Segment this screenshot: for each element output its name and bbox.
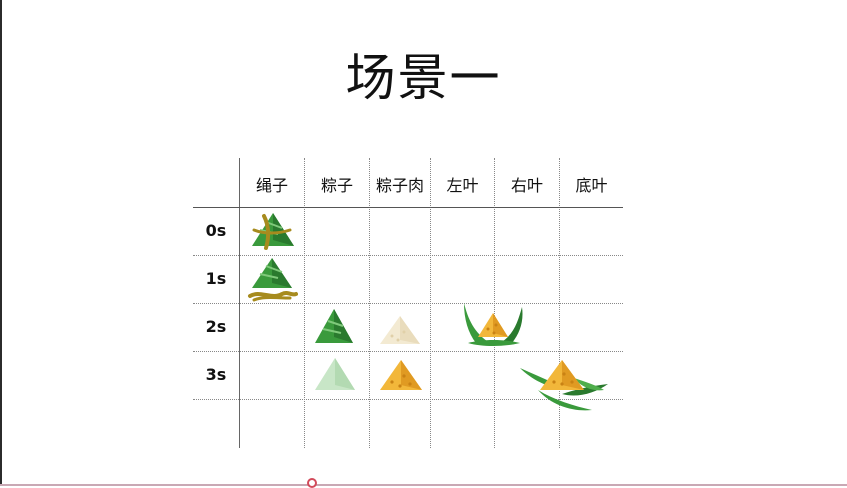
row-header-2s: 2s xyxy=(205,317,227,336)
row-header-1s: 1s xyxy=(205,269,227,288)
header-divider xyxy=(193,207,623,208)
row-divider xyxy=(193,303,623,304)
zongzi-icon xyxy=(315,309,353,343)
row-divider xyxy=(193,399,623,400)
presentation-progress-track xyxy=(0,484,847,486)
zongzi-faded-icon xyxy=(315,358,355,390)
column-header-zongzi: 粽子 xyxy=(320,176,353,195)
zongzi-rope-falling-icon xyxy=(248,258,298,302)
slide-title: 场景一 xyxy=(345,49,502,107)
leaves-flat-icon xyxy=(520,360,608,411)
rice-pale-icon xyxy=(380,316,420,344)
column-header-right-leaf: 右叶 xyxy=(510,176,543,195)
slide-border xyxy=(0,0,2,486)
row-header-0s: 0s xyxy=(205,221,227,240)
column-header-rope: 绳子 xyxy=(255,176,288,195)
column-header-zongzi-filling: 粽子肉 xyxy=(375,176,424,195)
row-header-3s: 3s xyxy=(205,365,227,384)
presentation-progress-handle[interactable] xyxy=(307,478,317,488)
column-header-bottom-leaf: 底叶 xyxy=(575,176,608,195)
column-header-left-leaf: 左叶 xyxy=(446,176,479,195)
leaves-open-icon xyxy=(464,303,523,346)
row-divider xyxy=(193,255,623,256)
zongzi-rope-icon xyxy=(252,213,294,250)
rice-yellow-icon xyxy=(380,360,422,390)
row-divider xyxy=(193,351,623,352)
